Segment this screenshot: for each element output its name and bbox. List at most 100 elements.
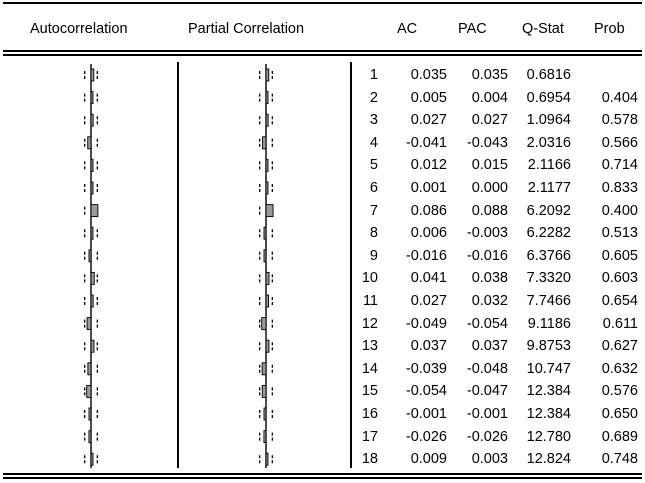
pacf-bar-6 <box>265 181 269 195</box>
acf-bar-6 <box>90 181 94 195</box>
row-6-qstat: 2.1177 <box>527 180 571 196</box>
row-11-lag: 11 <box>362 293 378 309</box>
row-17-prob: 0.689 <box>601 428 638 445</box>
row-8-lag: 8 <box>369 225 378 242</box>
acf-bar-15 <box>86 384 92 398</box>
row-9-ac: -0.016 <box>405 247 447 264</box>
row-15-pac: -0.047 <box>466 383 508 400</box>
pacf-bar-15 <box>261 384 267 398</box>
row-16-qstat: 12.384 <box>526 406 571 422</box>
row-11-ac: 0.027 <box>410 293 447 309</box>
row-15-prob: 0.576 <box>601 383 638 400</box>
bottom-rule-2 <box>3 477 642 479</box>
row-18-lag: 18 <box>361 451 378 468</box>
row-3-prob: 0.578 <box>601 112 638 129</box>
row-4-ac: -0.041 <box>405 134 447 151</box>
bottom-rule <box>3 473 642 475</box>
separator-acf-pacf <box>177 62 179 468</box>
row-5-lag: 5 <box>369 157 378 174</box>
pacf-bar-16 <box>263 407 267 421</box>
row-6-lag: 6 <box>369 180 378 196</box>
row-12-qstat: 9.1186 <box>527 315 571 332</box>
row-14-lag: 14 <box>361 360 378 377</box>
row-7-pac: 0.088 <box>471 202 508 219</box>
row-2-ac: 0.005 <box>410 89 447 106</box>
row-13-prob: 0.627 <box>601 338 638 355</box>
row-4-qstat: 2.0316 <box>526 134 571 151</box>
row-1-pac: 0.035 <box>471 67 508 83</box>
row-1-lag: 1 <box>369 67 378 83</box>
row-15-lag: 15 <box>361 383 378 400</box>
header-ac: AC <box>397 21 418 37</box>
row-7-ac: 0.086 <box>410 202 447 219</box>
acf-bar-13 <box>90 339 95 353</box>
row-7-qstat: 6.2092 <box>526 202 571 219</box>
row-6-pac: 0.000 <box>471 180 508 196</box>
row-12-ac: -0.049 <box>405 315 447 332</box>
row-12-lag: 12 <box>361 315 378 332</box>
row-17-qstat: 12.780 <box>526 428 571 445</box>
row-12-prob: 0.611 <box>602 315 638 332</box>
row-18-ac: 0.009 <box>410 451 447 468</box>
row-11-prob: 0.654 <box>601 293 638 309</box>
row-5-prob: 0.714 <box>601 157 638 174</box>
acf-bar-9 <box>88 249 92 263</box>
row-11-qstat: 7.7466 <box>526 293 571 309</box>
row-2-lag: 2 <box>369 89 378 106</box>
row-3-lag: 3 <box>369 112 378 129</box>
row-10-lag: 10 <box>361 270 378 287</box>
acf-bar-16 <box>88 407 92 421</box>
header-autocorrelation: Autocorrelation <box>30 21 128 37</box>
row-9-prob: 0.605 <box>601 247 638 264</box>
pacf-bar-5 <box>265 158 269 172</box>
row-14-pac: -0.048 <box>466 360 508 377</box>
header-qstat: Q-Stat <box>522 21 564 37</box>
header-pac: PAC <box>458 21 487 37</box>
acf-bar-1 <box>90 68 95 82</box>
row-10-ac: 0.041 <box>410 270 447 287</box>
row-7-lag: 7 <box>369 202 378 219</box>
pacf-bar-2 <box>265 91 269 105</box>
row-16-pac: -0.001 <box>466 406 508 422</box>
row-18-pac: 0.003 <box>471 451 508 468</box>
row-8-qstat: 6.2282 <box>526 225 571 242</box>
row-8-ac: 0.006 <box>410 225 447 242</box>
pacf-bar-11 <box>265 294 270 308</box>
row-4-lag: 4 <box>369 134 378 151</box>
row-13-lag: 13 <box>361 338 378 355</box>
header-rule-bottom <box>3 54 642 56</box>
row-17-lag: 17 <box>361 428 378 445</box>
row-4-pac: -0.043 <box>466 134 508 151</box>
row-14-prob: 0.632 <box>601 360 638 377</box>
row-16-lag: 16 <box>361 406 378 422</box>
row-5-pac: 0.015 <box>471 157 508 174</box>
header-partial-correlation: Partial Correlation <box>188 21 305 37</box>
row-10-pac: 0.038 <box>471 270 508 287</box>
pacf-bar-13 <box>265 339 270 353</box>
row-1-qstat: 0.6816 <box>526 67 571 83</box>
row-2-prob: 0.404 <box>601 89 638 106</box>
row-16-prob: 0.650 <box>601 406 638 422</box>
row-12-pac: -0.054 <box>466 315 508 332</box>
acf-bar-2 <box>90 91 94 105</box>
acf-bar-11 <box>90 294 94 308</box>
row-1-ac: 0.035 <box>410 67 447 83</box>
row-13-qstat: 9.8753 <box>526 338 571 355</box>
row-18-qstat: 12.824 <box>526 451 571 468</box>
pacf-bar-14 <box>261 362 267 376</box>
acf-bar-17 <box>88 430 92 444</box>
top-rule <box>3 2 642 4</box>
acf-bar-7 <box>90 204 99 218</box>
row-8-pac: -0.003 <box>466 225 508 242</box>
separator-pacf-stats <box>350 62 352 468</box>
row-17-ac: -0.026 <box>405 428 447 445</box>
row-8-prob: 0.513 <box>601 225 638 242</box>
row-16-ac: -0.001 <box>405 406 447 422</box>
pacf-bar-3 <box>265 113 269 127</box>
row-6-ac: 0.001 <box>410 180 447 196</box>
pacf-bar-17 <box>263 430 267 444</box>
row-7-prob: 0.400 <box>601 202 638 219</box>
row-13-ac: 0.037 <box>410 338 447 355</box>
pacf-bar-10 <box>265 271 270 285</box>
